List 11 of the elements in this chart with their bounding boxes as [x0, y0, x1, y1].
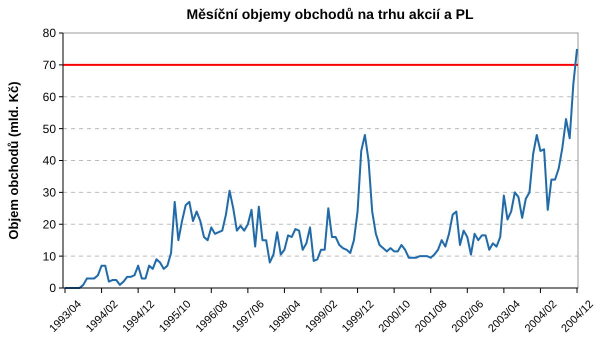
y-tick-label: 80	[42, 26, 56, 40]
y-tick-label: 0	[49, 281, 56, 296]
y-axis-title: Objem obchodů (mld. Kč)	[6, 81, 21, 240]
y-tick-label: 70	[42, 58, 56, 72]
y-tick-label: 60	[42, 90, 56, 104]
chart-title: Měsíční objemy obchodů na trhu akcií a PL	[186, 6, 474, 22]
y-tick-label: 50	[42, 122, 56, 136]
y-tick-label: 30	[42, 186, 56, 200]
y-tick-label: 40	[42, 154, 56, 168]
y-tick-label: 10	[42, 249, 56, 264]
y-tick-label: 20	[42, 217, 56, 232]
